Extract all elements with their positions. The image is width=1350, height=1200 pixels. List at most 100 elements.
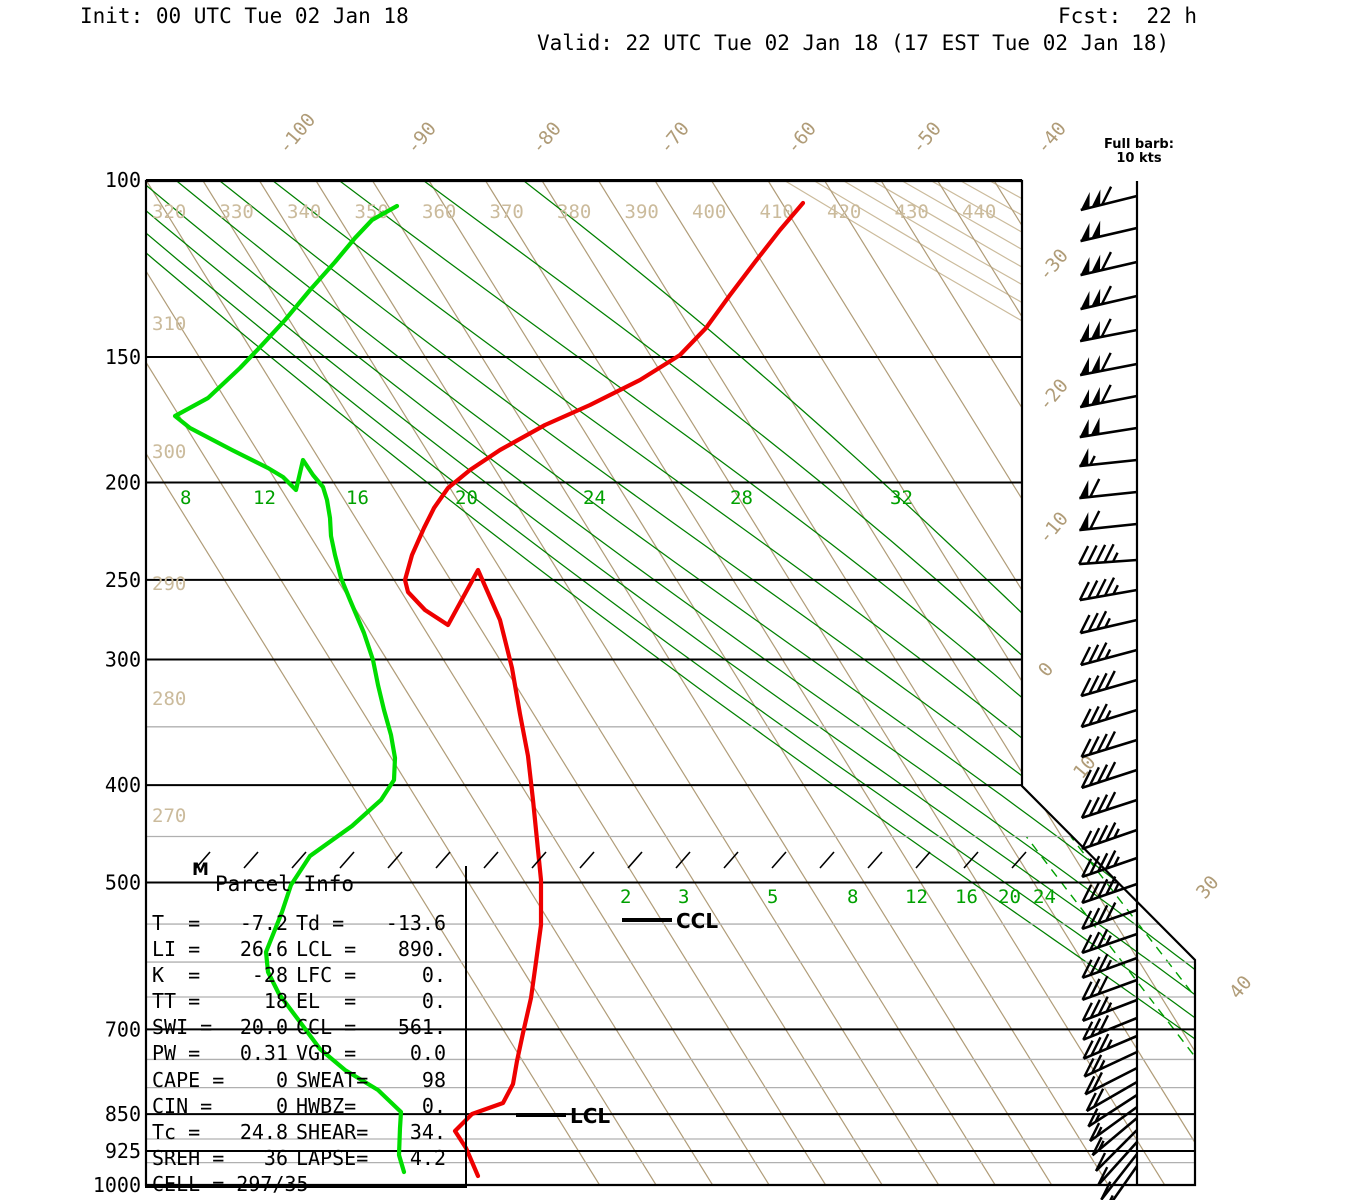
wind-barb [1078, 577, 1138, 602]
wind-barb [1081, 850, 1138, 879]
pressure-tick-label: 925 [105, 1139, 141, 1163]
moist-adiabat-label: 20 [455, 487, 478, 509]
wind-barb [1109, 1165, 1139, 1200]
parcel-key: SREH = [152, 1145, 225, 1170]
wind-barb [1085, 1080, 1138, 1113]
temperature-curve [402, 200, 806, 1179]
dry-adiabat-label: 380 [557, 201, 591, 223]
wind-barb [1079, 417, 1138, 439]
parcel-row: Tc = 24.8 SHEAR= 34. [152, 1119, 446, 1145]
pressure-tick-label: 100 [105, 168, 141, 192]
isotherm-label-right: -20 [1034, 375, 1073, 415]
parcel-row: LI = 26.6 LCL = 890. [152, 936, 446, 962]
parcel-value: 890. [397, 937, 446, 962]
pressure-tick-label: 850 [105, 1102, 141, 1126]
moist-adiabat-label: 24 [583, 487, 606, 509]
dry-adiabat-label: 440 [962, 201, 996, 223]
parcel-row: SREH = 36 LAPSE= 4.2 [152, 1145, 446, 1171]
wind-barb [1079, 318, 1138, 343]
mixing-ratio-label: 2 [620, 886, 631, 908]
mixing-ratio-label: 12 [905, 886, 928, 908]
wind-barb [1079, 352, 1138, 377]
wind-barb [1079, 478, 1138, 500]
parcel-key: LCL = [296, 937, 357, 962]
wind-barb [1081, 876, 1138, 905]
chart-annotations: CCL LCL M [192, 851, 1027, 1128]
parcel-key: CIN = [152, 1093, 213, 1118]
dry-adiabat-label: 280 [152, 688, 186, 710]
forecast-hour-label: Fcst: 22 h [1058, 4, 1198, 28]
dry-adiabat-label: 390 [625, 201, 659, 223]
parcel-value: 36 [263, 1145, 288, 1170]
parcel-row: CAPE = 0 SWEAT= 98 [152, 1067, 446, 1093]
parcel-value: 0. [421, 989, 446, 1014]
wind-barb [1081, 996, 1138, 1022]
parcel-value: 0 [275, 1093, 288, 1118]
isotherm-label-right: 0 [1034, 658, 1058, 681]
pressure-tick-label: 400 [105, 773, 141, 797]
isotherm-label-top: -50 [907, 118, 946, 158]
parcel-key: SHEAR= [296, 1119, 369, 1144]
parcel-value: 0. [421, 1093, 446, 1118]
parcel-info-box [145, 866, 467, 1188]
parcel-value: 0.0 [409, 1041, 446, 1066]
dry-adiabat-label: 270 [152, 805, 186, 827]
wind-barb [1082, 1033, 1138, 1060]
parcel-key: PW = [152, 1041, 201, 1066]
parcel-value: 98 [421, 1067, 446, 1092]
mixing-ratio-lines [1025, 836, 1195, 1185]
parcel-row: PW = 0.31 VGP = 0.0 [152, 1040, 446, 1066]
parcel-value: 0 [275, 1067, 288, 1092]
dry-adiabat-label: 330 [220, 201, 254, 223]
parcel-cell-motion: CELL = 297/35 [152, 1171, 309, 1196]
dewpoint-curve [172, 203, 407, 1175]
wind-barb [1089, 1105, 1138, 1143]
isobar-lines [146, 179, 1195, 1186]
mixed-layer-marker: M [192, 860, 209, 880]
wind-barb [1079, 384, 1138, 409]
parcel-value: 18 [263, 989, 288, 1014]
isotherm-label-top: -80 [527, 118, 566, 158]
parcel-info-table: T = -7.2 Td = -13.6 LI = 26.6 LCL = 890. K = -28 L… [152, 910, 446, 1197]
wind-barb [1081, 822, 1138, 851]
parcel-value: -13.6 [385, 911, 446, 935]
parcel-value: 561. [397, 1015, 446, 1040]
wind-barb [1079, 642, 1138, 667]
mixing-ratio-label: 24 [1033, 886, 1056, 908]
dry-adiabat-label: 370 [490, 201, 524, 223]
wind-barb-legend: Full barb: 10 kts [1104, 137, 1174, 166]
dry-adiabat-label: 420 [827, 201, 861, 223]
isotherm-label-top: -100 [274, 109, 320, 158]
parcel-row: K = -28 LFC = 0. [152, 962, 446, 988]
wind-barb [1080, 730, 1138, 759]
lcl-label: LCL [570, 1104, 610, 1128]
parcel-key: TT = [152, 989, 201, 1014]
pressure-tick-label: 250 [105, 568, 141, 592]
isotherm-label-right: 30 [1192, 872, 1224, 904]
parcel-key: SWEAT= [296, 1067, 369, 1092]
ccl-label: CCL [676, 909, 718, 933]
dry-adiabat-label: 360 [422, 201, 456, 223]
moist-adiabat-label: 32 [890, 487, 913, 509]
wind-barb [1087, 1093, 1138, 1128]
parcel-row: CIN = 0 HWBZ= 0. [152, 1093, 446, 1119]
parcel-key: Tc = [152, 1119, 201, 1144]
parcel-value: 20.0 [239, 1015, 288, 1040]
parcel-row: TT = 18 EL = 0. [152, 988, 446, 1014]
isotherm-label-right: -10 [1034, 508, 1073, 548]
wind-barb [1097, 1141, 1138, 1186]
wind-barb [1080, 251, 1138, 277]
sounding-curves [172, 200, 806, 1179]
parcel-key: SWI = [152, 1015, 213, 1040]
wind-barb [1081, 975, 1138, 1002]
wind-barb-column [1078, 181, 1139, 1200]
parcel-key: VGP = [296, 1041, 357, 1066]
pressure-tick-label: 700 [105, 1017, 141, 1041]
isotherm-label-top: -40 [1032, 118, 1071, 158]
dry-adiabat-lines [783, 180, 1195, 1185]
pressure-tick-label: 1000 [93, 1173, 141, 1197]
mixing-ratio-label: 3 [678, 886, 689, 908]
parcel-row: SWI = 20.0 CCL = 561. [152, 1014, 446, 1040]
dry-adiabat-label: 300 [152, 441, 186, 463]
